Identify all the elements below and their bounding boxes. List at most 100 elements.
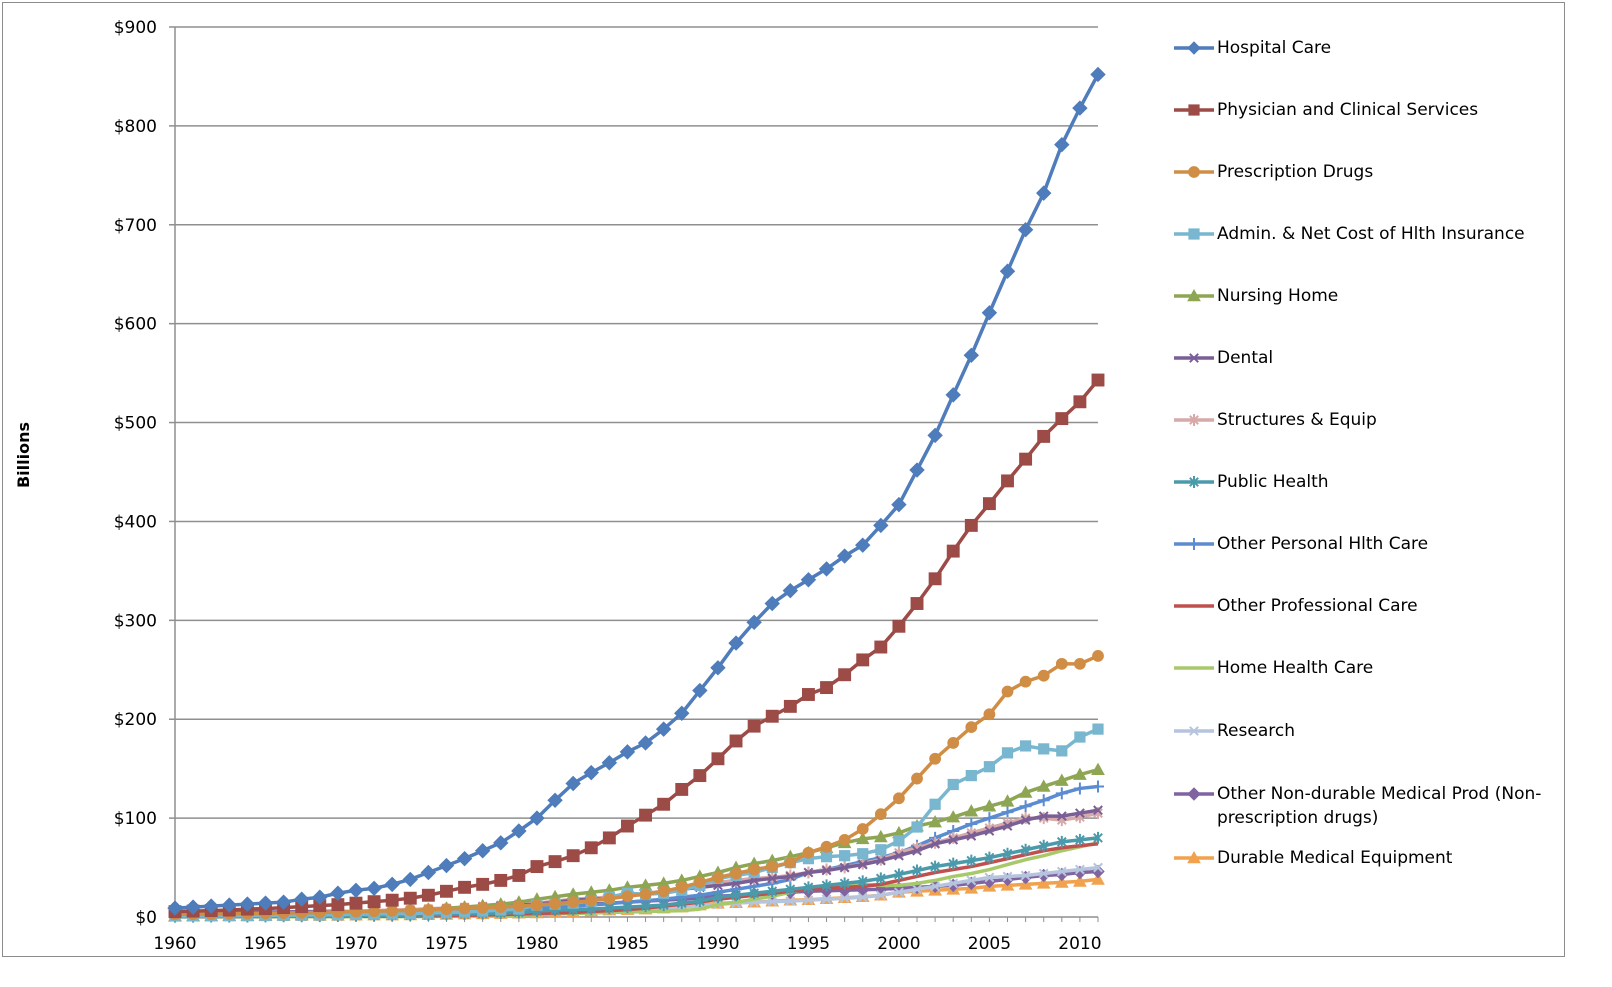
legend-swatch-triangle-icon — [1174, 850, 1214, 864]
legend-swatch-none-icon — [1174, 604, 1214, 608]
data-point — [947, 737, 960, 749]
data-point — [386, 904, 399, 917]
data-point — [729, 734, 743, 748]
data-point — [1189, 476, 1199, 488]
y-tick-label: $300 — [114, 611, 157, 631]
data-point — [1036, 876, 1051, 889]
data-point — [1001, 747, 1014, 759]
data-point — [167, 900, 183, 916]
data-point — [1092, 780, 1104, 793]
x-tick-label: 2000 — [877, 934, 920, 954]
data-point — [531, 899, 543, 912]
legend-item: Admin. & Net Cost of Hlth Insurance — [1172, 222, 1547, 246]
data-point — [747, 719, 761, 733]
data-point — [1074, 833, 1085, 846]
legend-label: Home Health Care — [1217, 658, 1374, 678]
data-point — [549, 897, 561, 910]
legend-swatch-square-icon — [1174, 104, 1214, 116]
data-point — [655, 721, 672, 737]
data-point — [966, 831, 977, 841]
data-point — [257, 895, 274, 911]
data-point — [1093, 831, 1103, 844]
x-tick-label: 2005 — [968, 934, 1011, 954]
data-point — [857, 859, 868, 870]
data-point — [839, 862, 850, 873]
data-point — [746, 614, 762, 631]
data-point — [929, 752, 942, 765]
legend-swatch-x-icon — [1174, 726, 1214, 736]
data-point — [1055, 787, 1068, 800]
legend-label: Other Personal Hlth Care — [1217, 534, 1429, 554]
data-point — [385, 893, 399, 907]
data-point — [963, 347, 980, 364]
data-point — [1187, 288, 1201, 302]
data-point — [474, 843, 491, 859]
legend-label: Research — [1217, 721, 1295, 741]
data-point — [857, 892, 868, 903]
data-point — [818, 561, 835, 577]
data-point — [1187, 850, 1201, 864]
data-point — [601, 755, 618, 771]
data-point — [820, 851, 833, 863]
data-point — [494, 901, 507, 914]
data-point — [529, 810, 545, 826]
legend-item: Durable Medical Equipment — [1172, 846, 1547, 870]
data-point — [785, 896, 796, 907]
data-point — [692, 682, 708, 699]
data-point — [512, 900, 525, 913]
data-point — [1188, 104, 1200, 116]
data-point — [928, 572, 942, 586]
data-point — [1091, 762, 1105, 775]
data-point — [1073, 874, 1087, 887]
data-point — [619, 744, 636, 760]
legend-swatch-asterisk-icon — [1174, 414, 1214, 426]
data-point — [893, 792, 905, 805]
legend-label: Physician and Clinical Services — [1217, 100, 1479, 120]
data-point — [1093, 805, 1103, 816]
data-point — [239, 896, 256, 912]
data-point — [1002, 871, 1013, 882]
legend-label: Hospital Care — [1217, 38, 1332, 58]
series-line — [174, 378, 1100, 914]
data-point — [674, 705, 690, 721]
data-point — [1019, 800, 1032, 813]
y-tick-label: $200 — [114, 710, 157, 730]
data-point — [458, 880, 472, 894]
data-point — [1056, 866, 1067, 877]
data-point — [621, 890, 634, 903]
data-point — [875, 855, 886, 866]
data-point — [1038, 811, 1049, 822]
data-point — [838, 833, 851, 846]
data-point — [1092, 723, 1104, 735]
chart-frame — [2, 2, 1565, 957]
x-tick-label: 1985 — [606, 934, 649, 954]
data-point — [1074, 808, 1085, 819]
data-point — [857, 875, 868, 888]
data-point — [892, 619, 906, 633]
data-point — [512, 869, 526, 882]
data-point — [873, 829, 888, 843]
legend-label: Admin. & Net Cost of Hlth Insurance — [1217, 224, 1525, 244]
data-point — [185, 899, 201, 915]
data-point — [1001, 806, 1014, 819]
data-point — [767, 885, 778, 898]
data-point — [839, 877, 850, 890]
data-point — [912, 845, 922, 856]
data-point — [440, 884, 453, 898]
data-point — [1073, 395, 1087, 409]
y-tick-label: $0 — [135, 908, 157, 928]
data-point — [767, 896, 778, 907]
legend-item: Prescription Drugs — [1172, 160, 1547, 184]
data-point — [856, 823, 869, 835]
legend-item: Other Non-durable Medical Prod (Non-pres… — [1172, 782, 1547, 830]
data-point — [820, 840, 833, 853]
data-point — [839, 893, 850, 904]
data-point — [566, 849, 580, 863]
legend-item: Other Professional Care — [1172, 594, 1547, 618]
data-point — [1037, 794, 1050, 807]
x-tick-label: 1990 — [696, 934, 739, 954]
data-point — [927, 427, 943, 444]
data-point — [965, 721, 978, 734]
data-point — [366, 880, 382, 897]
data-point — [728, 635, 744, 651]
